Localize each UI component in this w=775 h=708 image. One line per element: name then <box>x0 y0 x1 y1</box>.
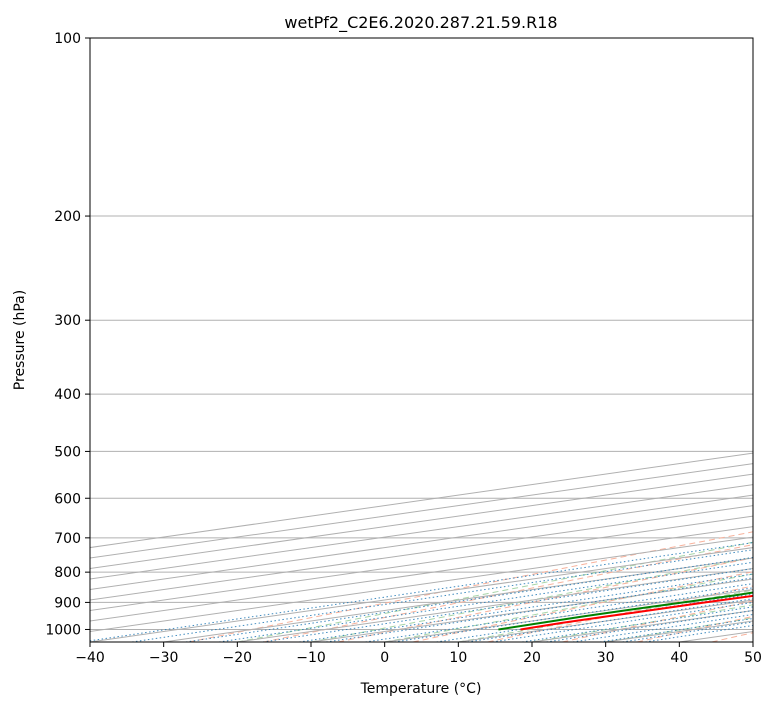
moist-adiabat <box>237 541 753 642</box>
mixing-ratio-line <box>365 583 753 642</box>
dry-adiabat <box>636 615 753 642</box>
y-axis-label: Pressure (hPa) <box>12 290 28 390</box>
moist-adiabats <box>237 541 753 642</box>
y-tick-label: 900 <box>54 595 81 611</box>
y-tick-label: 200 <box>54 209 81 225</box>
dry-adiabats <box>188 531 753 642</box>
moist-adiabat <box>458 589 753 642</box>
x-tick-label: −40 <box>75 650 105 666</box>
plot-frame <box>89 37 754 643</box>
mixing-ratio-line <box>185 556 753 642</box>
isotherm-line <box>752 641 753 642</box>
dry-adiabat <box>562 600 753 642</box>
temperature-profile <box>520 594 753 631</box>
isotherm-line <box>310 578 753 642</box>
x-tick-label: 20 <box>523 650 541 666</box>
mixing-ratio-line <box>467 598 753 642</box>
dry-adiabat <box>711 632 753 642</box>
y-tick-label: 100 <box>54 31 81 47</box>
y-axis: 100 200 300 400 500 600 700 800 900 1000 <box>45 31 90 638</box>
x-axis: −40 −30 −20 −10 0 10 20 30 40 50 <box>75 642 762 666</box>
isotherm-line <box>90 526 753 622</box>
isotherms <box>90 452 753 642</box>
dry-adiabat <box>188 531 753 642</box>
x-tick-label: 10 <box>449 650 467 666</box>
y-tick-label: 1000 <box>45 622 81 638</box>
y-tick-label: 600 <box>54 491 81 507</box>
y-tick-label: 800 <box>54 565 81 581</box>
x-tick-label: 30 <box>597 650 615 666</box>
isotherm-line <box>90 452 753 549</box>
plot-area: 0.10.20.40.611.52346810131620253036 -100… <box>90 38 753 642</box>
isotherm-line <box>90 515 753 612</box>
isotherm-line <box>90 463 753 559</box>
pressure-gridlines <box>90 38 753 630</box>
y-tick-label: 400 <box>54 387 81 403</box>
mixing-ratio-line <box>394 587 753 642</box>
x-tick-label: −10 <box>296 650 326 666</box>
x-tick-label: 0 <box>380 650 389 666</box>
moist-adiabat <box>310 556 753 642</box>
dry-adiabat <box>263 544 753 642</box>
mixing-ratio-line <box>622 621 753 642</box>
moist-adiabat <box>384 573 753 642</box>
chart-title: wetPf2_C2E6.2020.287.21.59.R18 <box>284 13 557 33</box>
x-axis-label: Temperature (°C) <box>360 681 482 697</box>
mixing-ratio-line <box>262 568 753 642</box>
dry-adiabat <box>412 571 753 642</box>
y-tick-label: 700 <box>54 531 81 547</box>
isotherm-line <box>90 505 753 601</box>
dewpoint-profile <box>498 591 753 631</box>
mixing-ratio-line <box>492 601 753 642</box>
isotherm-line <box>90 484 753 580</box>
dry-adiabat <box>338 557 753 642</box>
x-tick-label: −30 <box>149 650 179 666</box>
x-tick-label: −20 <box>223 650 253 666</box>
y-tick-label: 500 <box>54 444 81 460</box>
isotherm-line <box>605 620 753 642</box>
y-tick-label: 300 <box>54 313 81 329</box>
sounding-series <box>498 591 753 631</box>
dry-adiabat <box>487 585 753 642</box>
x-tick-label: 40 <box>670 650 688 666</box>
isotherm-line <box>163 557 753 642</box>
isotherm-line <box>90 536 753 633</box>
mixing-ratio-line <box>90 542 753 642</box>
x-tick-label: 50 <box>744 650 762 666</box>
isotherm-line <box>90 473 753 570</box>
isotherm-line <box>90 494 753 591</box>
mixing-ratio-line <box>218 561 753 642</box>
